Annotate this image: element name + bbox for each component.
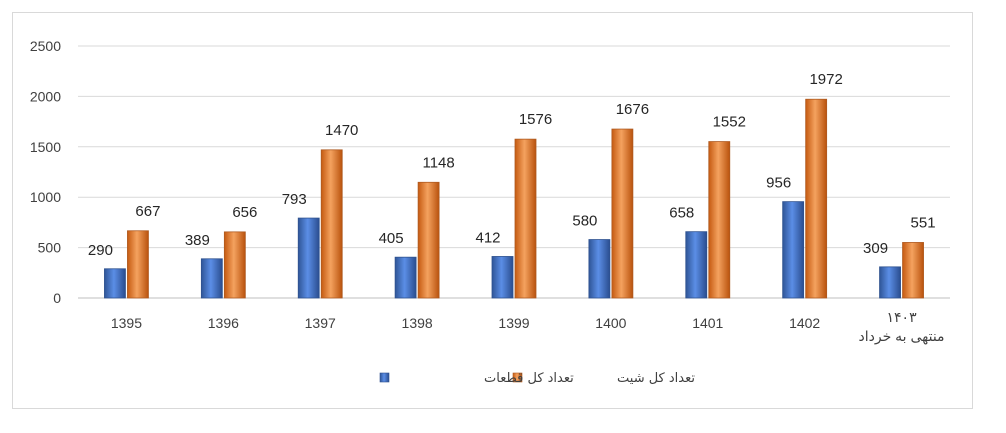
data-label: 1576 (519, 111, 552, 128)
data-label: 389 (185, 232, 210, 249)
data-label: 667 (135, 203, 160, 220)
data-label: 580 (572, 213, 597, 230)
x-tick-label: 1398 (402, 315, 433, 331)
x-axis-ticks: 1395 1396 1397 1398 1399 1400 1401 1402 ۱۴۰۳ منته… (111, 309, 945, 345)
y-tick-label: 1000 (30, 189, 61, 205)
bar-sheets (127, 230, 149, 299)
legend: تعداد کل شیت تعداد کل قطعات (379, 371, 695, 386)
data-label: 1676 (616, 101, 649, 118)
bar-parts (782, 201, 805, 299)
bar-parts (879, 266, 901, 299)
y-tick-label: 2500 (30, 38, 61, 54)
bar-sheets (611, 128, 634, 299)
y-tick-label: 0 (53, 290, 61, 306)
y-tick-label: 500 (38, 240, 62, 256)
data-label: 1470 (325, 122, 358, 139)
legend-label-parts: تعداد کل قطعات (484, 371, 574, 386)
y-axis-ticks: 0 500 1000 1500 2000 2500 (30, 38, 61, 306)
bar-parts (297, 217, 320, 299)
data-labels: 290 667 389 656 793 1470 405 1148 412 1576 580 1676… (88, 71, 936, 259)
bar-parts (200, 258, 223, 299)
bar-parts (394, 256, 417, 299)
x-tick-label: 1395 (111, 315, 142, 331)
bar-parts (104, 268, 126, 299)
x-tick-label: 1397 (305, 315, 336, 331)
x-tick-label: 1396 (208, 315, 239, 331)
data-label: 405 (379, 230, 404, 247)
bar-sheets (320, 149, 343, 299)
data-label: 658 (669, 205, 694, 222)
data-label: 309 (863, 240, 888, 257)
bar-sheets (708, 141, 731, 299)
x-tick-label: 1402 (789, 315, 820, 331)
data-label: 290 (88, 242, 113, 259)
legend-swatch-sheets (512, 372, 523, 383)
gridlines (78, 45, 950, 299)
bar-sheets (223, 231, 246, 299)
bar-parts (685, 231, 708, 299)
data-label: 793 (282, 191, 307, 208)
data-label: 656 (232, 204, 257, 221)
bar-sheets (514, 138, 537, 299)
data-label: 1148 (422, 154, 454, 171)
x-tick-label: 1400 (595, 315, 626, 331)
bar-parts (491, 256, 514, 299)
bar-sheets (805, 98, 828, 299)
bars (104, 98, 924, 299)
y-tick-label: 2000 (30, 88, 61, 104)
data-label: 956 (766, 175, 791, 192)
x-tick-label: ۱۴۰۳ منتهی به خرداد (859, 309, 945, 345)
legend-label-sheets: تعداد کل شیت (617, 371, 695, 386)
data-label: 412 (475, 229, 500, 246)
x-tick-label: 1401 (692, 315, 723, 331)
bar-sheets (902, 242, 924, 299)
data-label: 1972 (809, 71, 842, 88)
data-label: 1552 (713, 114, 746, 131)
data-label: 551 (911, 214, 936, 231)
y-tick-label: 1500 (30, 139, 61, 155)
bar-sheets (417, 181, 440, 299)
x-tick-label: 1399 (498, 315, 529, 331)
bar-parts (588, 239, 611, 299)
legend-swatch-parts (379, 372, 390, 383)
